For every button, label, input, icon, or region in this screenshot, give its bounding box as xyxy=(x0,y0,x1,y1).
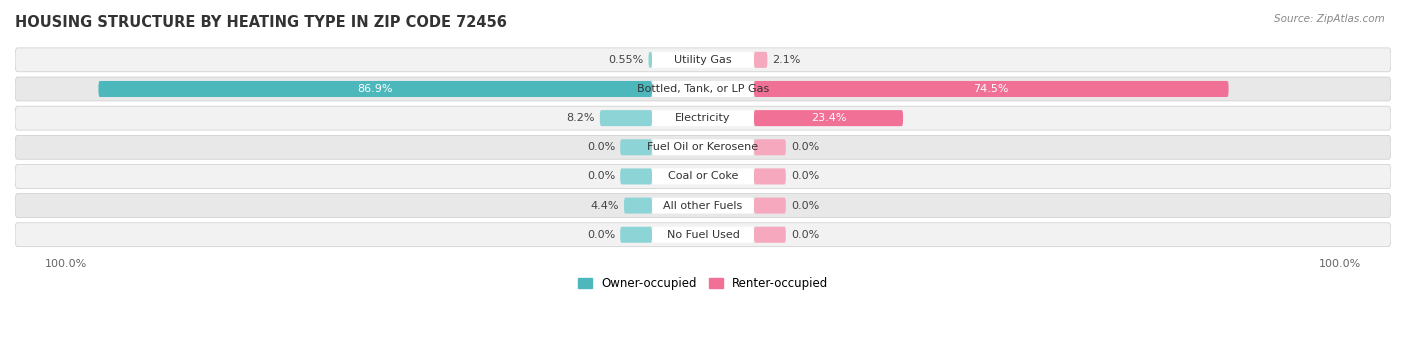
FancyBboxPatch shape xyxy=(754,227,786,243)
FancyBboxPatch shape xyxy=(652,139,754,155)
Text: 0.0%: 0.0% xyxy=(792,142,820,152)
FancyBboxPatch shape xyxy=(754,52,768,68)
Text: 0.0%: 0.0% xyxy=(586,142,614,152)
Text: Electricity: Electricity xyxy=(675,113,731,123)
FancyBboxPatch shape xyxy=(648,52,652,68)
Legend: Owner-occupied, Renter-occupied: Owner-occupied, Renter-occupied xyxy=(572,272,834,295)
FancyBboxPatch shape xyxy=(620,227,652,243)
Text: Source: ZipAtlas.com: Source: ZipAtlas.com xyxy=(1274,14,1385,24)
FancyBboxPatch shape xyxy=(15,194,1391,218)
FancyBboxPatch shape xyxy=(624,197,652,213)
FancyBboxPatch shape xyxy=(15,48,1391,72)
FancyBboxPatch shape xyxy=(754,139,786,155)
Text: 0.0%: 0.0% xyxy=(586,230,614,240)
Text: 0.0%: 0.0% xyxy=(792,172,820,181)
FancyBboxPatch shape xyxy=(754,197,786,213)
Text: 4.4%: 4.4% xyxy=(591,201,619,211)
Text: 8.2%: 8.2% xyxy=(567,113,595,123)
Text: Coal or Coke: Coal or Coke xyxy=(668,172,738,181)
FancyBboxPatch shape xyxy=(754,110,903,126)
Text: 0.55%: 0.55% xyxy=(609,55,644,65)
FancyBboxPatch shape xyxy=(15,135,1391,159)
Text: All other Fuels: All other Fuels xyxy=(664,201,742,211)
FancyBboxPatch shape xyxy=(652,227,754,243)
FancyBboxPatch shape xyxy=(652,197,754,213)
FancyBboxPatch shape xyxy=(652,52,754,68)
Text: 0.0%: 0.0% xyxy=(792,230,820,240)
Text: Utility Gas: Utility Gas xyxy=(675,55,731,65)
FancyBboxPatch shape xyxy=(15,223,1391,247)
FancyBboxPatch shape xyxy=(98,81,652,97)
Text: 86.9%: 86.9% xyxy=(357,84,394,94)
FancyBboxPatch shape xyxy=(620,168,652,184)
FancyBboxPatch shape xyxy=(620,139,652,155)
Text: 0.0%: 0.0% xyxy=(586,172,614,181)
Text: Bottled, Tank, or LP Gas: Bottled, Tank, or LP Gas xyxy=(637,84,769,94)
Text: Fuel Oil or Kerosene: Fuel Oil or Kerosene xyxy=(647,142,759,152)
FancyBboxPatch shape xyxy=(754,81,1229,97)
Text: 23.4%: 23.4% xyxy=(811,113,846,123)
Text: No Fuel Used: No Fuel Used xyxy=(666,230,740,240)
FancyBboxPatch shape xyxy=(652,81,754,97)
Text: HOUSING STRUCTURE BY HEATING TYPE IN ZIP CODE 72456: HOUSING STRUCTURE BY HEATING TYPE IN ZIP… xyxy=(15,15,508,30)
FancyBboxPatch shape xyxy=(600,110,652,126)
FancyBboxPatch shape xyxy=(15,164,1391,188)
Text: 2.1%: 2.1% xyxy=(772,55,801,65)
FancyBboxPatch shape xyxy=(15,106,1391,130)
FancyBboxPatch shape xyxy=(754,168,786,184)
Text: 74.5%: 74.5% xyxy=(973,84,1010,94)
Text: 0.0%: 0.0% xyxy=(792,201,820,211)
FancyBboxPatch shape xyxy=(652,168,754,184)
FancyBboxPatch shape xyxy=(652,110,754,126)
FancyBboxPatch shape xyxy=(15,77,1391,101)
